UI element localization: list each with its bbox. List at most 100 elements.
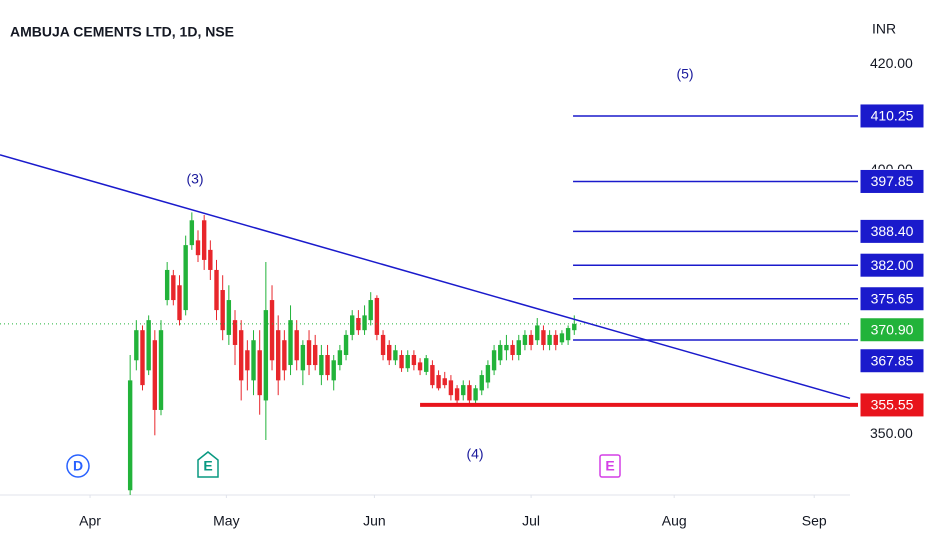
wave-label: (3) bbox=[186, 171, 203, 187]
price-badge-label: 355.55 bbox=[871, 397, 914, 413]
candle-body bbox=[528, 334, 534, 345]
candle-body bbox=[559, 333, 565, 343]
candle-body bbox=[547, 334, 552, 345]
price-badge: 397.85 bbox=[859, 168, 925, 194]
candle-body bbox=[275, 330, 281, 381]
price-badge-label: 370.90 bbox=[871, 321, 914, 337]
wave-label: (4) bbox=[466, 446, 483, 462]
candle-body bbox=[195, 240, 201, 256]
candle-body bbox=[454, 388, 460, 401]
candle-body bbox=[516, 340, 521, 356]
candle-body bbox=[387, 344, 392, 361]
event-marker bbox=[599, 454, 621, 478]
candle-body bbox=[214, 269, 219, 311]
candle-body bbox=[177, 285, 182, 321]
chart-title: AMBUJA CEMENTS LTD, 1D, NSE bbox=[10, 24, 234, 40]
candle-body bbox=[411, 355, 417, 366]
y-tick-label: 350.00 bbox=[870, 425, 913, 441]
trendline bbox=[0, 154, 851, 400]
event-label: E bbox=[203, 458, 212, 474]
price-badge-label: 388.40 bbox=[871, 223, 914, 239]
candle-body bbox=[362, 315, 367, 331]
x-tick-label: Apr bbox=[79, 513, 101, 529]
price-badge-label: 375.65 bbox=[871, 290, 914, 306]
candle-body bbox=[300, 344, 306, 371]
candle-body bbox=[288, 320, 293, 366]
candle-body bbox=[263, 310, 269, 401]
wave-label: (5) bbox=[676, 66, 693, 82]
candle-body bbox=[343, 334, 349, 356]
candle-body bbox=[380, 334, 386, 356]
candle-body bbox=[208, 249, 213, 270]
price-badge-label: 410.25 bbox=[871, 108, 914, 124]
candle-body bbox=[331, 360, 336, 381]
candle-body bbox=[485, 365, 491, 383]
price-badge-bg bbox=[859, 103, 925, 129]
candle-body bbox=[226, 300, 232, 335]
x-tick-label: May bbox=[213, 513, 239, 529]
price-badge-bg bbox=[859, 317, 925, 343]
candle-body bbox=[572, 323, 577, 331]
candle-body bbox=[313, 344, 318, 366]
event-label: E bbox=[605, 458, 614, 474]
price-badge: 410.25 bbox=[859, 103, 925, 129]
candle-body bbox=[201, 220, 207, 260]
candle-body bbox=[337, 350, 343, 366]
price-badge: 355.55 bbox=[859, 392, 925, 418]
candle-body bbox=[479, 375, 484, 391]
candle-body bbox=[442, 378, 447, 386]
price-badge-bg bbox=[859, 168, 925, 194]
candle-body bbox=[368, 300, 373, 321]
candle-body bbox=[306, 340, 312, 366]
price-badge-bg bbox=[859, 252, 925, 278]
candle-body bbox=[405, 355, 410, 369]
candle-body bbox=[393, 350, 398, 361]
price-badge-bg bbox=[859, 392, 925, 418]
currency: INR bbox=[872, 21, 896, 37]
candle-body bbox=[504, 344, 509, 351]
candle-body bbox=[294, 330, 299, 361]
candle-body bbox=[152, 340, 158, 410]
price-badge: 370.90 bbox=[859, 317, 925, 343]
candle-body bbox=[245, 350, 250, 371]
candle-body bbox=[461, 385, 466, 396]
price-badge-label: 382.00 bbox=[871, 257, 914, 273]
event-marker bbox=[66, 454, 90, 478]
price-badge: 367.85 bbox=[859, 348, 925, 374]
candle-body bbox=[399, 355, 404, 369]
candle-body bbox=[374, 297, 380, 335]
x-tick-label: Aug bbox=[662, 513, 687, 529]
candle-body bbox=[232, 320, 238, 345]
price-badge-bg bbox=[859, 286, 925, 312]
candle-body bbox=[424, 358, 429, 372]
candle-body bbox=[127, 380, 133, 491]
candle-body bbox=[448, 380, 454, 396]
candle-body bbox=[257, 350, 262, 396]
candle-body bbox=[238, 330, 244, 381]
x-tick-label: Jun bbox=[363, 513, 386, 529]
event-label: D bbox=[73, 458, 83, 474]
candle-body bbox=[134, 330, 139, 361]
candle-body bbox=[565, 328, 571, 341]
candle-body bbox=[473, 388, 478, 401]
candle-body bbox=[140, 330, 145, 386]
candle-body bbox=[350, 315, 355, 335]
price-badge: 388.40 bbox=[859, 218, 925, 244]
candle-body bbox=[430, 365, 435, 386]
candle-body bbox=[269, 300, 275, 361]
candle-body bbox=[498, 344, 503, 361]
candle-body bbox=[510, 344, 515, 356]
price-badge-label: 367.85 bbox=[871, 352, 914, 368]
candle-body bbox=[189, 220, 195, 246]
candle-body bbox=[491, 350, 497, 371]
candle-body bbox=[541, 330, 546, 345]
price-badge: 375.65 bbox=[859, 286, 925, 312]
candle-body bbox=[467, 385, 472, 401]
candle-body bbox=[282, 340, 287, 371]
candle-body bbox=[251, 340, 256, 381]
price-badge-bg bbox=[859, 348, 925, 374]
y-tick-label: 420.00 bbox=[870, 55, 913, 71]
candle-body bbox=[146, 320, 151, 371]
candle-body bbox=[183, 245, 188, 311]
